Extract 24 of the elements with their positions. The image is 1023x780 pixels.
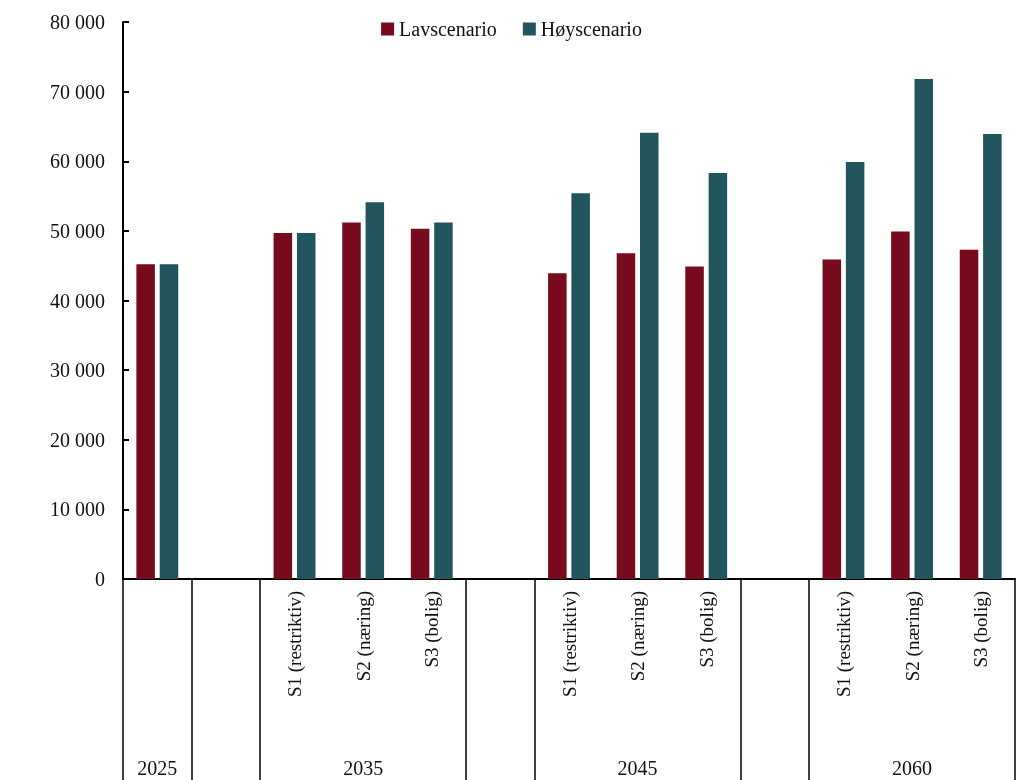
y-tick-label: 20 000 [50, 428, 105, 451]
legend-label: Høyscenario [540, 18, 642, 41]
text: 2035 [343, 757, 384, 779]
text: 2045 [617, 757, 658, 779]
y-tick-label: 70 000 [50, 80, 105, 103]
text: 2060 [892, 757, 933, 779]
x-tick-label: S2 (næring) [627, 591, 650, 682]
x-tick-label: S3 (bolig) [695, 591, 718, 668]
y-tick-label: 0 [95, 568, 105, 590]
x-tick-label: S2 (næring) [352, 591, 375, 682]
y-tick-label: 80 000 [50, 11, 105, 33]
y-tick-label: 30 000 [50, 359, 105, 382]
x-tick-label: S1 (restriktiv) [832, 591, 855, 698]
x-tick-label: S1 (restriktiv) [558, 591, 581, 698]
x-tick-label: S2 (næring) [901, 591, 924, 682]
legend-label: Lavscenario [399, 18, 497, 40]
x-tick-label: S3 (bolig) [970, 591, 993, 668]
text: 2025 [137, 757, 178, 779]
y-tick-label: 60 000 [50, 150, 105, 173]
x-tick-label: S1 (restriktiv) [284, 591, 307, 698]
y-tick-label: 40 000 [50, 289, 105, 312]
x-tick-label: S3 (bolig) [421, 591, 444, 668]
y-tick-label: 50 000 [50, 219, 105, 242]
y-tick-label: 10 000 [50, 498, 105, 521]
